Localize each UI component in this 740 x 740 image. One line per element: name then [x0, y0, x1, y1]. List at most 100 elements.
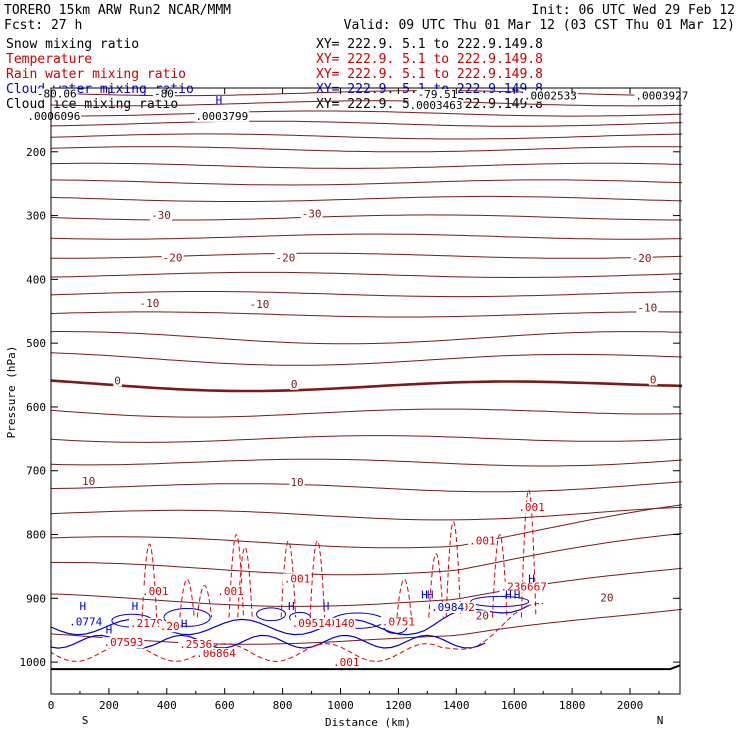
rain-label: .2536 — [179, 638, 212, 651]
isotherm — [50, 330, 683, 345]
rain-label-bg — [468, 535, 497, 547]
cloud-water-contour — [50, 605, 529, 636]
rain-label: 67 — [534, 581, 547, 594]
temperature-label: -10 — [637, 301, 657, 314]
y-tick-label: 500 — [26, 337, 46, 350]
x-tick-label: 200 — [99, 699, 119, 712]
legend-name-temperature: Temperature — [6, 52, 92, 67]
isotherm — [50, 408, 683, 418]
rain-label: .06864 — [196, 647, 236, 660]
temperature-label: 0 — [650, 373, 657, 386]
cloud-water-label-bg — [430, 602, 466, 614]
snow-label-bg — [26, 110, 82, 122]
cloud-water-cell — [470, 595, 530, 608]
temperature-label: -10 — [250, 298, 270, 311]
snow-label-bg — [153, 88, 175, 100]
y-tick-label: 400 — [26, 273, 46, 286]
high-marker: H — [106, 623, 113, 636]
temperature-label-bg — [636, 302, 659, 314]
isotherm — [50, 110, 683, 117]
x-tick-label: 800 — [273, 699, 293, 712]
ground-surface — [51, 664, 681, 671]
rain-label-bg — [380, 616, 416, 628]
isotherm — [50, 214, 683, 221]
cloud-water-label-bg — [68, 616, 104, 628]
rain-water-contour — [309, 540, 326, 618]
isotherm — [50, 352, 683, 366]
snow-label: .0003463 — [410, 99, 463, 112]
temperature-label-bg — [630, 253, 653, 265]
temperature-label-bg — [138, 297, 161, 309]
isotherm — [51, 252, 683, 259]
isotherm-zero — [50, 379, 683, 393]
rain-label-bg — [499, 581, 535, 593]
axes: 0 200 400 600 800 1000 1200 1400 1600 1800 2000200… — [20, 88, 680, 712]
isotherm — [50, 179, 683, 186]
snow-label-bg — [35, 88, 78, 100]
temperature-label: -20 — [632, 252, 652, 265]
y-tick-label: 700 — [26, 465, 46, 478]
temperature-label-bg — [81, 475, 97, 487]
x-tick-label: 2000 — [617, 699, 644, 712]
snow-label-bg — [634, 90, 690, 102]
x-tick-label: 1000 — [327, 699, 354, 712]
rain-label-bg — [141, 586, 170, 598]
rain-label-bg — [532, 581, 548, 593]
isotherm — [50, 100, 683, 107]
high-marker: H — [132, 600, 139, 613]
temperature-label: -20 — [276, 252, 296, 265]
y-tick-label: 200 — [26, 146, 46, 159]
isotherm — [50, 271, 683, 279]
rain-label-bg — [282, 573, 312, 585]
temperature-label-bg — [289, 477, 305, 489]
y-tick-label: 600 — [26, 401, 46, 414]
rain-label-bg — [129, 618, 165, 630]
rain-label: .001 — [284, 572, 311, 585]
ground-line — [51, 664, 681, 671]
rain-label-bg — [102, 637, 145, 649]
rain-label: .001 — [333, 656, 360, 669]
rain-water-contour — [520, 489, 537, 618]
rain-water-contour — [491, 534, 508, 618]
isotherm — [50, 120, 683, 127]
temperature-label: -30 — [302, 207, 322, 220]
temperature-label-bg — [161, 252, 184, 264]
legend-xy-rain: XY= 222.9. 5.1 to 222.9.149.8 — [316, 67, 543, 82]
snow-label: .0002533 — [524, 89, 577, 102]
temperature-label-bg — [248, 299, 271, 311]
x-tick-label: 0 — [48, 699, 55, 712]
legend-name-rain: Rain water mixing ratio — [6, 67, 186, 82]
isotherm — [50, 458, 683, 467]
high-marker: H — [323, 600, 330, 613]
rain-water-contour — [196, 585, 213, 618]
rain-water-contour — [445, 521, 462, 618]
header-valid-time: Valid: 09 UTC Thu 01 Mar 12 (03 CST Thu … — [344, 18, 735, 33]
temperature-label: 0 — [291, 378, 298, 391]
x-axis-right-end-label: N — [657, 714, 664, 727]
rain-label: .2179 — [130, 617, 163, 630]
temperature-label: 20 — [600, 592, 613, 605]
temperature-label-bg — [289, 378, 299, 390]
high-marker: H — [505, 588, 512, 601]
rain-label-bg — [332, 656, 361, 668]
rain-label: .07593 — [104, 636, 144, 649]
high-marker: H — [181, 618, 188, 631]
snow-label-bg — [194, 110, 250, 122]
rain-label: .20 — [160, 620, 180, 633]
x-tick-label: 400 — [157, 699, 177, 712]
y-axis-title: Pressure (hPa) — [5, 346, 18, 439]
rain-label-bg — [313, 618, 356, 630]
rain-label-bg — [178, 639, 214, 651]
isotherm — [50, 311, 683, 318]
isotherm — [50, 435, 683, 443]
snow-label-bg — [408, 100, 464, 112]
high-marker: H — [528, 572, 535, 585]
temperature-label-bg — [150, 209, 172, 221]
rain-label: .001 — [469, 535, 496, 548]
cloud-water-cell — [256, 607, 286, 622]
rain-label: .2366 — [501, 581, 534, 594]
temperature-label-bg — [113, 375, 122, 387]
isotherm — [50, 146, 683, 153]
rain-label-bg — [517, 501, 546, 513]
high-marker: H — [427, 588, 434, 601]
